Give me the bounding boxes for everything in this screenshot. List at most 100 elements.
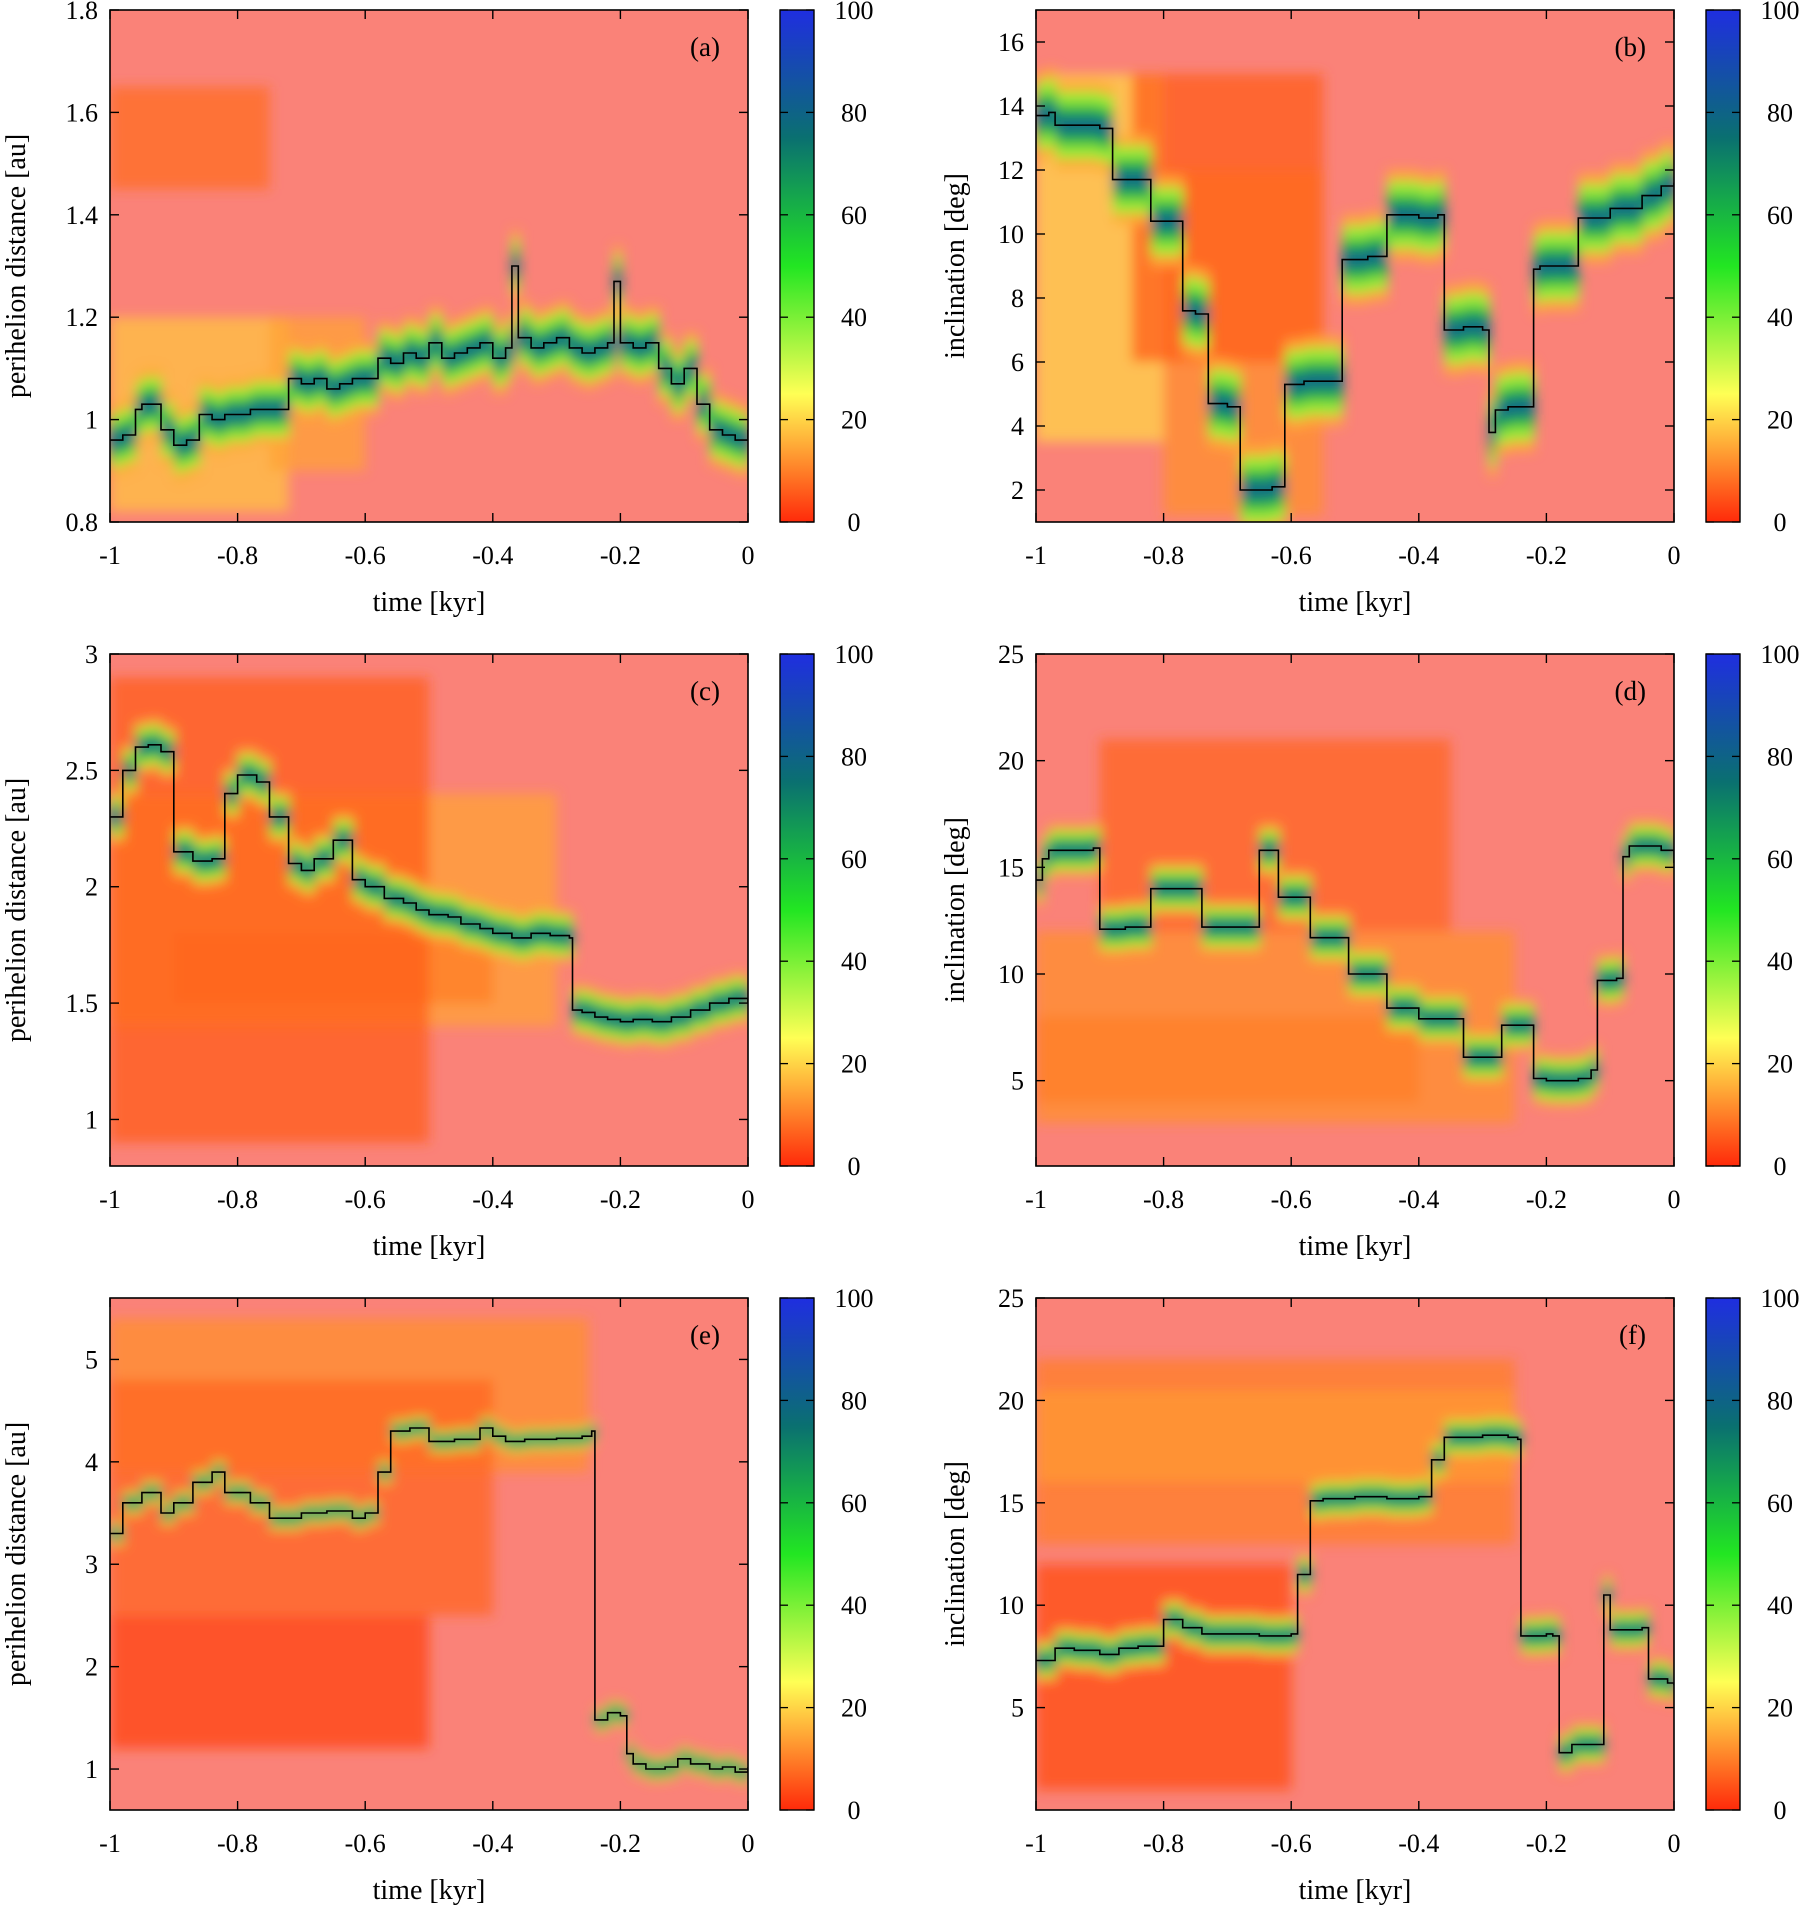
- x-tick-label: -1: [1025, 1185, 1047, 1214]
- colorbar-tick-label: 60: [841, 1489, 867, 1518]
- y-tick-label: 25: [998, 1284, 1024, 1313]
- x-tick-label: -0.4: [1398, 1829, 1439, 1858]
- plot-frame: [109, 653, 749, 1167]
- colorbar-tick-label: 0: [1774, 508, 1787, 537]
- y-tick-label: 10: [998, 1591, 1024, 1620]
- colorbar-frame: [1705, 9, 1741, 523]
- x-tick-label: 0: [742, 1185, 755, 1214]
- x-tick-label: 0: [742, 541, 755, 570]
- x-tick-label: -0.6: [345, 1829, 386, 1858]
- colorbar-tick-label: 40: [1767, 303, 1793, 332]
- y-tick-label: 20: [998, 1386, 1024, 1415]
- colorbar-tick-label: 100: [1761, 1284, 1800, 1313]
- colorbar-tick-label: 100: [835, 0, 874, 25]
- colorbar-tick-label: 80: [1767, 1386, 1793, 1415]
- panel-f: -1 -0.8 -0.6 -0.4 -0.2 0 5 10 15 20 25 time [kyr] in…: [940, 1284, 1800, 1906]
- x-tick-label: 0: [1668, 1185, 1681, 1214]
- colorbar-frame: [1705, 1297, 1741, 1811]
- nominal-orbit-line: [110, 265, 748, 446]
- x-tick-label: -0.2: [600, 1829, 641, 1858]
- colorbar: [1706, 654, 1740, 1166]
- plot-frame: [109, 1297, 749, 1811]
- y-tick-label: 3: [85, 640, 98, 669]
- plot-frame: [1035, 9, 1675, 523]
- colorbar: [1706, 1298, 1740, 1810]
- x-tick-label: -0.4: [1398, 1185, 1439, 1214]
- y-axis-title: perihelion distance [au]: [1, 778, 32, 1042]
- panel-c: -1 -0.8 -0.6 -0.4 -0.2 0 1 1.5 2 2.5 3 time [kyr] pe…: [1, 640, 874, 1262]
- colorbar-tick-label: 60: [1767, 201, 1793, 230]
- y-axis-title: inclination [deg]: [940, 1461, 971, 1647]
- colorbar-tick-label: 20: [1767, 406, 1793, 435]
- x-axis-title: time [kyr]: [373, 587, 486, 618]
- y-tick-label: 5: [1011, 1067, 1024, 1096]
- colorbar-tick-label: 100: [835, 1284, 874, 1313]
- x-tick-label: 0: [742, 1829, 755, 1858]
- nominal-orbit-line: [110, 1427, 748, 1773]
- colorbar-tick-label: 80: [1767, 742, 1793, 771]
- y-tick-label: 8: [1011, 284, 1024, 313]
- y-tick-label: 0.8: [66, 508, 99, 537]
- x-tick-label: -1: [1025, 1829, 1047, 1858]
- heatmap-layer: [110, 1318, 748, 1785]
- colorbar-tick-label: 40: [1767, 947, 1793, 976]
- colorbar-frame: [779, 1297, 815, 1811]
- x-tick-label: -0.6: [1271, 1185, 1312, 1214]
- x-axis-title: time [kyr]: [373, 1231, 486, 1262]
- plot-frame: [1035, 1297, 1675, 1811]
- panel-label: (c): [690, 676, 720, 706]
- x-tick-label: -0.2: [1526, 541, 1567, 570]
- heatmap-layer: [1036, 67, 1674, 522]
- panel-d: -1 -0.8 -0.6 -0.4 -0.2 0 5 10 15 20 25 time [kyr] in…: [940, 640, 1800, 1262]
- panel-label: (f): [1619, 1320, 1646, 1350]
- y-tick-label: 16: [998, 28, 1024, 57]
- x-tick-label: -0.4: [472, 1185, 513, 1214]
- heatmap-density: [1036, 1359, 1674, 1790]
- y-tick-label: 1: [85, 1105, 98, 1134]
- nominal-orbit-line: [1036, 845, 1674, 1082]
- colorbar-tick-label: 0: [848, 1796, 861, 1825]
- nominal-orbit-line: [1036, 1434, 1674, 1754]
- y-tick-label: 5: [85, 1345, 98, 1374]
- y-tick-label: 10: [998, 960, 1024, 989]
- panel-label: (b): [1615, 32, 1646, 62]
- x-tick-label: -0.8: [217, 541, 258, 570]
- colorbar-tick-label: 20: [1767, 1694, 1793, 1723]
- y-tick-label: 20: [998, 747, 1024, 776]
- x-tick-label: 0: [1668, 1829, 1681, 1858]
- y-tick-label: 10: [998, 220, 1024, 249]
- colorbar: [780, 10, 814, 522]
- y-tick-label: 6: [1011, 348, 1024, 377]
- heatmap-density: [1036, 67, 1674, 522]
- x-tick-label: -0.2: [1526, 1829, 1567, 1858]
- colorbar-tick-label: 0: [1774, 1152, 1787, 1181]
- x-tick-label: -0.6: [1271, 541, 1312, 570]
- colorbar-tick-label: 0: [848, 1152, 861, 1181]
- y-tick-label: 12: [998, 156, 1024, 185]
- y-tick-label: 1.5: [66, 989, 99, 1018]
- nominal-orbit-line: [1036, 111, 1674, 491]
- colorbar-tick-label: 40: [841, 1591, 867, 1620]
- colorbar-tick-label: 20: [841, 406, 867, 435]
- colorbar-tick-label: 20: [1767, 1050, 1793, 1079]
- density-cloud: [110, 1379, 493, 1616]
- colorbar-tick-label: 60: [841, 845, 867, 874]
- y-tick-label: 25: [998, 640, 1024, 669]
- y-tick-label: 2: [1011, 476, 1024, 505]
- density-cloud: [1036, 1016, 1419, 1102]
- x-tick-label: -0.8: [1143, 1829, 1184, 1858]
- y-tick-label: 15: [998, 853, 1024, 882]
- x-tick-label: -0.2: [600, 1185, 641, 1214]
- heatmap-layer: [1036, 1359, 1674, 1790]
- colorbar-tick-label: 80: [841, 1386, 867, 1415]
- x-tick-label: -0.6: [1271, 1829, 1312, 1858]
- x-axis-title: time [kyr]: [1299, 587, 1412, 618]
- x-tick-label: -1: [1025, 541, 1047, 570]
- y-tick-label: 2: [85, 873, 98, 902]
- heatmap-density: [1036, 739, 1674, 1124]
- y-tick-label: 2.5: [66, 756, 99, 785]
- colorbar-tick-label: 100: [1761, 0, 1800, 25]
- colorbar-tick-label: 40: [841, 303, 867, 332]
- panel-label: (d): [1615, 676, 1646, 706]
